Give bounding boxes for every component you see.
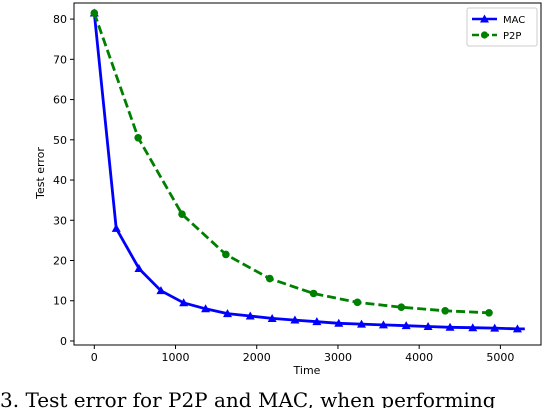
data-point-p2p (265, 274, 274, 283)
plot-markers (89, 8, 522, 333)
y-tick-label: 70 (53, 53, 67, 66)
data-point-p2p (309, 289, 318, 298)
y-tick-label: 80 (53, 13, 67, 26)
data-point-mac (201, 304, 211, 313)
data-point-mac (512, 324, 522, 333)
figure-caption: 3. Test error for P2P and MAC, when perf… (0, 391, 544, 408)
data-point-mac (312, 317, 322, 326)
data-point-mac (223, 309, 233, 318)
data-point-p2p (353, 298, 362, 307)
data-point-p2p (485, 309, 493, 317)
y-tick-label: 20 (53, 255, 67, 268)
plot-area (74, 3, 541, 345)
legend-p2p-marker (480, 31, 489, 39)
legend-mac-label: MAC (503, 15, 525, 26)
x-tick-label: 0 (91, 351, 98, 364)
data-point-mac (134, 264, 144, 273)
data-point-mac (267, 313, 277, 322)
data-point-mac (290, 315, 300, 324)
x-axis-title: Time (293, 364, 321, 377)
y-axis-ticks: 0 10 20 30 40 50 60 70 80 (53, 13, 74, 348)
data-point-p2p (90, 9, 99, 17)
y-tick-label: 60 (53, 94, 67, 107)
data-point-p2p (397, 303, 406, 311)
chart: 0 1000 2000 3000 4000 5000 01020304050607080 … (34, 2, 542, 377)
legend-box (466, 7, 538, 47)
x-tick-label: 5000 (486, 351, 514, 364)
x-tick-label: 2000 (243, 351, 271, 364)
x-tick-label: 3000 (324, 351, 352, 364)
data-point-mac (401, 321, 411, 330)
data-point-mac (156, 286, 166, 295)
data-point-mac (490, 323, 500, 332)
y-tick-label: 0 (60, 335, 67, 348)
data-point-mac (378, 320, 388, 329)
data-point-mac (245, 311, 255, 320)
figure-caption-text: 3. Test error for P2P and MAC, when perf… (0, 391, 496, 408)
legend: MAC P2P (466, 7, 538, 47)
legend-p2p-label: P2P (503, 31, 521, 42)
y-tick-label: 10 (53, 295, 67, 308)
data-point-p2p (178, 210, 186, 219)
legend-mac-marker (480, 14, 489, 23)
x-tick-label: 4000 (405, 351, 433, 364)
y-axis-title: Test error (34, 147, 47, 200)
y-tick-label: 30 (53, 214, 67, 227)
data-point-p2p (441, 307, 449, 315)
data-point-mac (468, 323, 478, 332)
data-point-mac (445, 322, 455, 331)
plot-frame (73, 2, 542, 346)
x-axis-ticks: 0 1000 2000 3000 4000 5000 (91, 345, 514, 364)
series-line-p2p (92, 12, 490, 315)
data-point-mac (111, 223, 121, 232)
x-tick-label: 1000 (162, 351, 190, 364)
y-tick-label: 50 (53, 134, 67, 147)
data-point-mac (357, 319, 367, 328)
data-point-mac (179, 298, 189, 307)
data-point-mac (423, 321, 433, 330)
data-point-p2p (222, 250, 230, 259)
data-point-p2p (134, 133, 142, 142)
data-point-mac (334, 318, 344, 327)
y-tick-label: 40 (53, 174, 67, 187)
